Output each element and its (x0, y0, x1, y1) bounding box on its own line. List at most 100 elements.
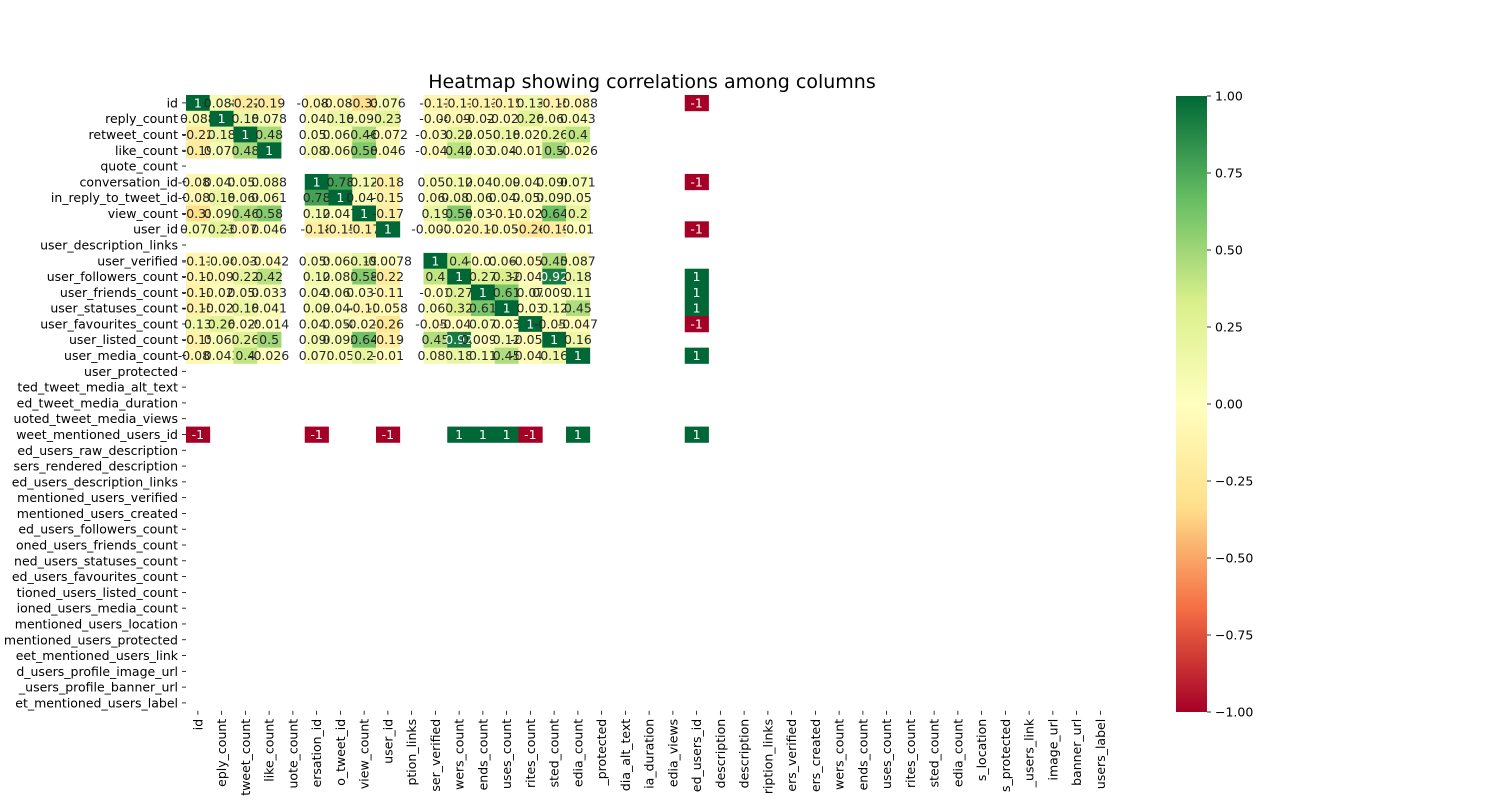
cell-value-label: 0.12 (303, 269, 331, 284)
cell-value-label: 1 (265, 143, 273, 158)
cell-value-label: 0.088 (299, 143, 335, 158)
heatmap-cell (257, 252, 282, 270)
cell-value-label: 1 (336, 190, 344, 205)
heatmap-cell (566, 284, 591, 301)
cell-value-label: 0.066 (227, 190, 263, 205)
heatmap-cell (376, 189, 401, 206)
cell-value-label: -0.027 (486, 111, 526, 126)
heatmap-cell (518, 300, 543, 317)
heatmap-cell (233, 300, 258, 317)
cell-value-label: -0.13 (467, 95, 499, 110)
row-tick-label: ioned_users_media_count (17, 601, 178, 616)
heatmap-cell (684, 268, 709, 285)
heatmap-cell (494, 268, 519, 285)
cell-value-label: 1 (574, 348, 582, 363)
heatmap-cell (352, 347, 377, 364)
heatmap-cell (233, 252, 258, 270)
cell-value-label: 0.061 (251, 190, 287, 205)
cell-value-label: -1 (524, 427, 536, 442)
cell-value-label: 0.18 (231, 301, 259, 316)
heatmap-cell (376, 173, 401, 191)
cell-value-label: 0.0095 (532, 285, 576, 300)
heatmap-cell (566, 126, 591, 143)
heatmap-cell (376, 221, 401, 238)
cell-value-label: 0.09 (303, 301, 331, 316)
heatmap-cell (494, 205, 519, 222)
heatmap-cell (518, 284, 543, 301)
heatmap-cell (328, 205, 353, 222)
column-tick-label: o_tweet_id (333, 719, 348, 786)
cell-value-label: 0.5 (259, 332, 279, 347)
heatmap-cell (186, 316, 211, 333)
cell-value-label: 0.061 (322, 143, 358, 158)
cell-value-label: 0.088 (251, 174, 287, 189)
heatmap-cell (233, 110, 258, 127)
heatmap-cell (471, 142, 496, 159)
column-tick-label: ia_duration (642, 719, 657, 789)
colorbar-tick-label: −1.00 (1215, 705, 1253, 720)
heatmap-cell (352, 126, 377, 143)
heatmap-cell (566, 300, 591, 317)
row-tick-label: eet_mentioned_users_link (16, 648, 179, 663)
heatmap-cell (209, 189, 234, 206)
cell-value-label: 0.088 (180, 111, 216, 126)
cell-value-label: 0.13 (516, 95, 544, 110)
row-tick-label: quote_count (100, 159, 178, 174)
cell-value-label: -1 (310, 427, 322, 442)
cell-value-label: 0.083 (441, 190, 477, 205)
cell-value-label: 0.044 (322, 301, 358, 316)
heatmap-cell (447, 331, 472, 349)
heatmap-cell (186, 110, 211, 127)
heatmap-cell (518, 95, 543, 112)
cell-value-label: 0.58 (350, 269, 378, 284)
column-tick-label: image_url (1045, 719, 1060, 781)
heatmap-cell (257, 189, 282, 206)
column-tick-label: banner_url (1069, 719, 1084, 786)
cell-value-label: 0.043 (204, 348, 240, 363)
heatmap-cell (518, 221, 543, 238)
cell-value-label: -0.047 (439, 316, 479, 331)
heatmap-cell (471, 426, 496, 443)
heatmap-cell (447, 126, 472, 143)
cell-value-label: -0.028 (201, 285, 241, 300)
heatmap-cell (518, 126, 543, 143)
cell-value-label: -0.19 (253, 95, 285, 110)
cell-value-label: 0.067 (489, 253, 525, 268)
cell-value-label: -0.01 (372, 348, 404, 363)
cell-value-label: 0.076 (180, 222, 216, 237)
cell-value-label: 0.27 (469, 269, 497, 284)
cell-value-label: 0.32 (445, 301, 473, 316)
heatmap-cell (352, 142, 377, 159)
heatmap-cell (494, 331, 519, 349)
heatmap-cell (447, 316, 472, 333)
cell-value-label: 0.12 (540, 301, 568, 316)
heatmap-cell (186, 268, 211, 285)
heatmap-cell (447, 95, 472, 112)
cell-value-label: -0.11 (490, 206, 522, 221)
heatmap-cell (209, 268, 234, 285)
row-tick-label: id (167, 95, 178, 110)
heatmap-cell (423, 142, 448, 159)
cell-value-label: -0.036 (225, 253, 265, 268)
heatmap-cell (566, 316, 591, 333)
row-tick-label: user_description_links (40, 238, 178, 253)
cell-value-label: 0.22 (231, 269, 259, 284)
heatmap-cell (518, 142, 543, 159)
cell-value-label: -1 (690, 174, 702, 189)
row-tick-label: like_count (115, 143, 178, 158)
column-tick-label: sted_count (927, 719, 942, 788)
row-tick-label: user_media_count (64, 348, 178, 363)
heatmap-cell (423, 284, 448, 301)
heatmap-cell (376, 142, 401, 159)
cell-value-label: -0.022 (439, 222, 479, 237)
cell-value-label: -0.11 (419, 95, 451, 110)
heatmap-cell (209, 95, 234, 112)
cell-value-label: 0.058 (465, 127, 501, 142)
cell-value-label: 0.092 (322, 332, 358, 347)
cell-value-label: 0.041 (251, 301, 287, 316)
heatmap-cell (186, 126, 211, 143)
cell-value-label: -0.15 (538, 95, 570, 110)
cell-value-label: -0.19 (372, 332, 404, 347)
cell-value-label: -0.04 (205, 253, 237, 268)
heatmap-cell (328, 126, 353, 143)
